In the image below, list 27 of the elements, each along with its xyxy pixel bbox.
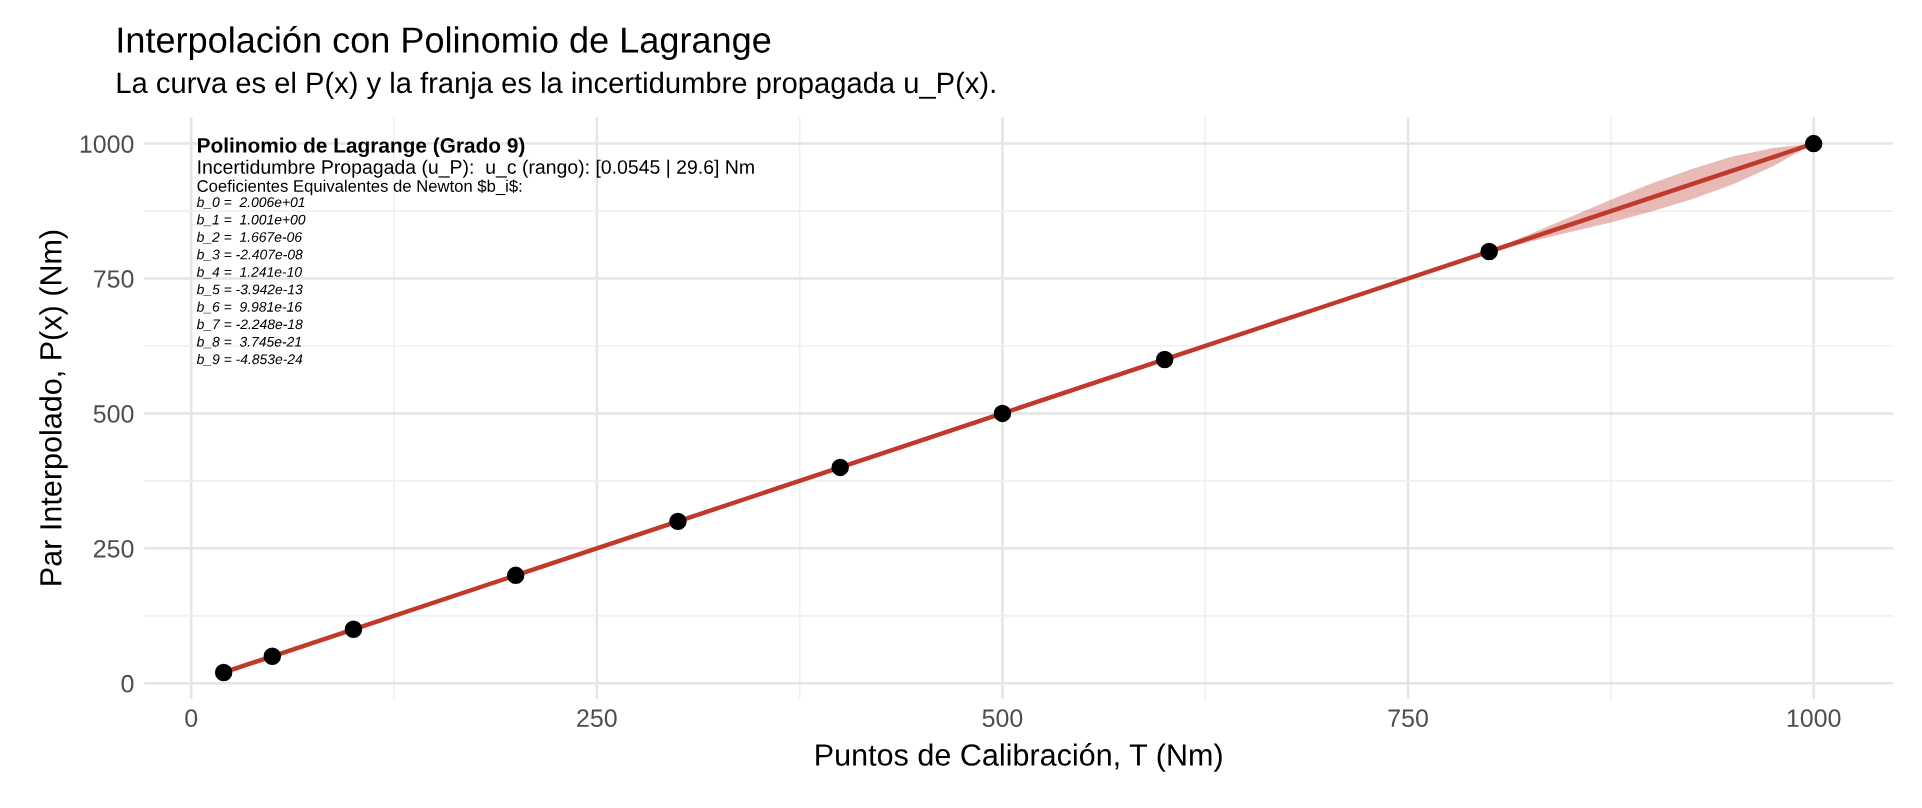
y-tick-label: 0 — [121, 674, 134, 693]
point — [993, 404, 1012, 423]
point — [1804, 134, 1823, 153]
point — [831, 458, 849, 477]
y-tick-label: 750 — [94, 270, 134, 288]
point — [263, 647, 282, 666]
chart-subtitle: La curva es el P(x) y la franja es la incertidumbre propagada u_P(x). — [117, 71, 995, 99]
y-tick-label: 1000 — [80, 135, 134, 153]
point — [1155, 350, 1174, 369]
x-tick-label: 1000 — [1787, 709, 1841, 728]
annotation: Coeficientes Equivalentes de Newton $b_i$: — [197, 179, 522, 196]
point — [669, 512, 687, 531]
chart-title: Interpolación con Polinomio de Lagrange — [118, 25, 771, 61]
x-axis-title: Puntos de Calibración, T (Nm) — [816, 743, 1222, 772]
y-axis-title: Par Interpolado, P(x) (Nm) — [39, 230, 68, 585]
annotation: Incertidumbre Propagada (u_P): u_c (rango): [0.0545 | 29.6] Nm — [198, 159, 754, 178]
x-tick-label: 500 — [982, 709, 1023, 728]
y-tick-label: 250 — [93, 539, 134, 558]
x-tick-label: 750 — [1388, 709, 1428, 728]
x-tick-label: 0 — [185, 709, 198, 728]
point — [506, 566, 525, 585]
x-tick-label: 250 — [577, 709, 617, 728]
y-tick-label: 500 — [93, 405, 134, 423]
point — [344, 620, 363, 639]
point — [214, 663, 233, 682]
point — [1480, 242, 1498, 261]
annotation: Polinomio de Lagrange (Grado 9) — [198, 137, 525, 158]
